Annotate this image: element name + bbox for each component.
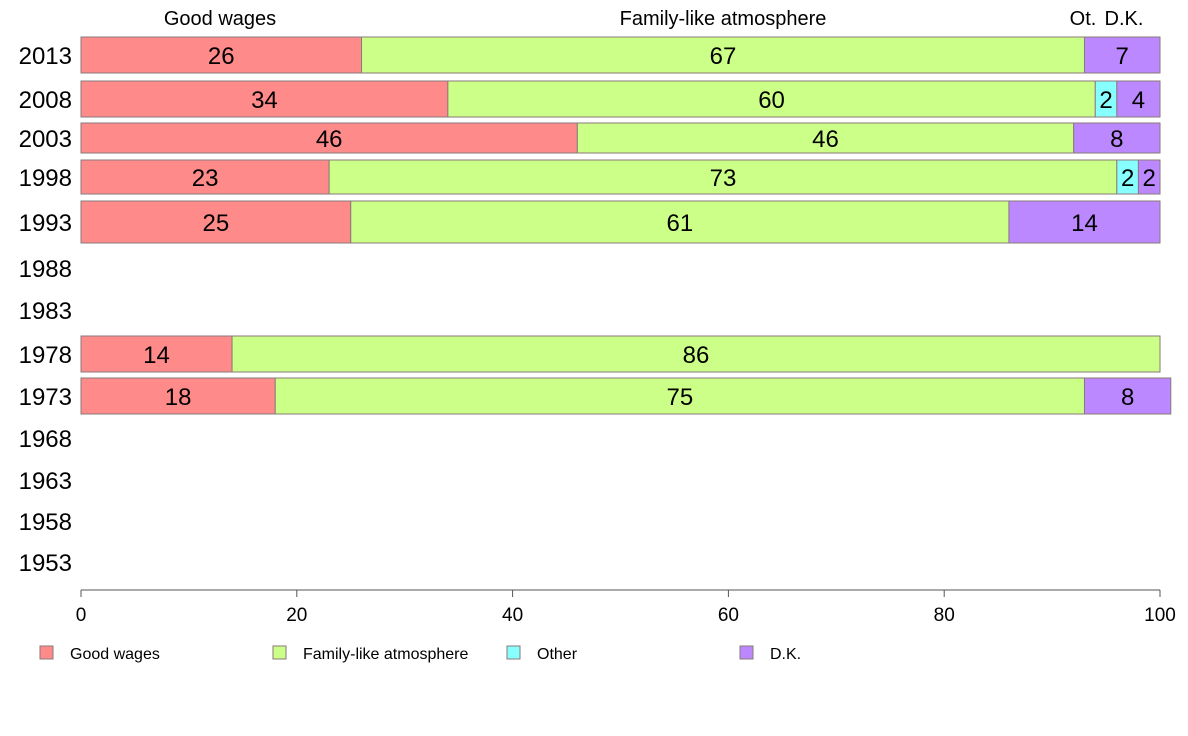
bar-label-1993-1: 61 <box>666 210 693 237</box>
bar-segment-2003-3 <box>1073 122 1161 154</box>
x-tick-label-0: 0 <box>76 605 87 626</box>
x-tick-label-60: 60 <box>718 605 739 626</box>
bar-segment-2003-1 <box>576 122 1075 154</box>
bar-label-1973-0: 18 <box>165 384 192 411</box>
bar-segment-2013-0 <box>80 36 363 74</box>
bar-label-2013-1: 67 <box>710 43 737 70</box>
year-label-2003: 2003 <box>19 126 72 153</box>
year-labels: 2013 2008 2003 1998 1993 1988 1983 1978 1973 1968… <box>19 43 72 577</box>
bar-label-1998-1: 73 <box>710 165 737 192</box>
bar-label-2003-3: 8 <box>1110 126 1123 153</box>
bar-segment-1973-1 <box>274 377 1085 415</box>
year-label-1973: 1973 <box>19 384 72 411</box>
bar-label-2008-1: 60 <box>758 87 785 114</box>
x-tick-label-40: 40 <box>502 605 523 626</box>
bar-label-1998-2: 2 <box>1121 165 1134 192</box>
bar-segment-2008-0 <box>80 80 449 118</box>
x-axis: 0 20 40 60 80 100 <box>76 589 1176 626</box>
year-label-1988: 1988 <box>19 256 72 283</box>
bar-segment-1998-3 <box>1137 159 1161 195</box>
bar-segment-1993-1 <box>350 200 1010 244</box>
year-label-1968: 1968 <box>19 426 72 453</box>
bar-label-2003-0: 46 <box>316 126 343 153</box>
bar-segment-2008-1 <box>447 80 1096 118</box>
year-label-1983: 1983 <box>19 298 72 325</box>
bar-segment-1993-3 <box>1008 200 1161 244</box>
bar-segment-2013-1 <box>361 36 1085 74</box>
bar-label-1998-3: 2 <box>1143 165 1156 192</box>
year-label-1978: 1978 <box>19 342 72 369</box>
year-label-1958: 1958 <box>19 509 72 536</box>
bar-segment-2013-3 <box>1083 36 1161 74</box>
top-label-dk: D.K. <box>1105 8 1144 30</box>
legend-label-2: Other <box>537 646 578 663</box>
bar-segment-1973-0 <box>80 377 276 415</box>
x-tick-label-100: 100 <box>1144 605 1176 626</box>
bar-label-1998-0: 23 <box>192 165 219 192</box>
bar-segment-1978-1 <box>231 335 1161 373</box>
bar-label-2013-3: 7 <box>1116 43 1129 70</box>
top-label-family-like-atmosphere: Family-like atmosphere <box>620 8 827 30</box>
bar-segment-1998-1 <box>328 159 1118 195</box>
legend-swatch-1 <box>272 645 287 660</box>
bar-label-2013-0: 26 <box>208 43 235 70</box>
top-label-other: Ot. <box>1070 8 1097 30</box>
legend-label-1: Family-like atmosphere <box>303 646 468 663</box>
bar-label-1973-3: 8 <box>1121 384 1134 411</box>
bar-label-2008-2: 2 <box>1099 87 1112 114</box>
legend-label-0: Good wages <box>70 646 160 663</box>
year-label-1953: 1953 <box>19 550 72 577</box>
bar-label-2008-0: 34 <box>251 87 278 114</box>
year-label-1963: 1963 <box>19 468 72 495</box>
year-label-2008: 2008 <box>19 87 72 114</box>
year-label-1993: 1993 <box>19 210 72 237</box>
bar-segment-1978-0 <box>80 335 233 373</box>
x-tick-label-20: 20 <box>286 605 307 626</box>
bar-label-1973-1: 75 <box>666 384 693 411</box>
bar-label-2008-3: 4 <box>1132 87 1145 114</box>
bar-label-2003-1: 46 <box>812 126 839 153</box>
x-tick-label-80: 80 <box>934 605 955 626</box>
year-label-2013: 2013 <box>19 43 72 70</box>
bar-label-1993-3: 14 <box>1071 210 1098 237</box>
top-labels: Good wages Family-like atmosphere Ot. D.… <box>164 8 1144 30</box>
legend: Good wages Family-like atmosphere Other D.K… <box>39 645 801 663</box>
bar-label-1993-0: 25 <box>203 210 230 237</box>
top-label-good-wages: Good wages <box>164 8 276 30</box>
legend-swatch-3 <box>739 645 754 660</box>
bar-segment-2008-3 <box>1116 80 1161 118</box>
bar-label-1978-0: 14 <box>143 342 170 369</box>
legend-label-3: D.K. <box>770 646 801 663</box>
legend-swatch-0 <box>39 645 54 660</box>
legend-swatch-2 <box>506 645 521 660</box>
bar-segment-1998-0 <box>80 159 330 195</box>
bar-segment-1973-3 <box>1083 377 1172 415</box>
year-label-1998: 1998 <box>19 165 72 192</box>
bar-label-1978-1: 86 <box>683 342 710 369</box>
